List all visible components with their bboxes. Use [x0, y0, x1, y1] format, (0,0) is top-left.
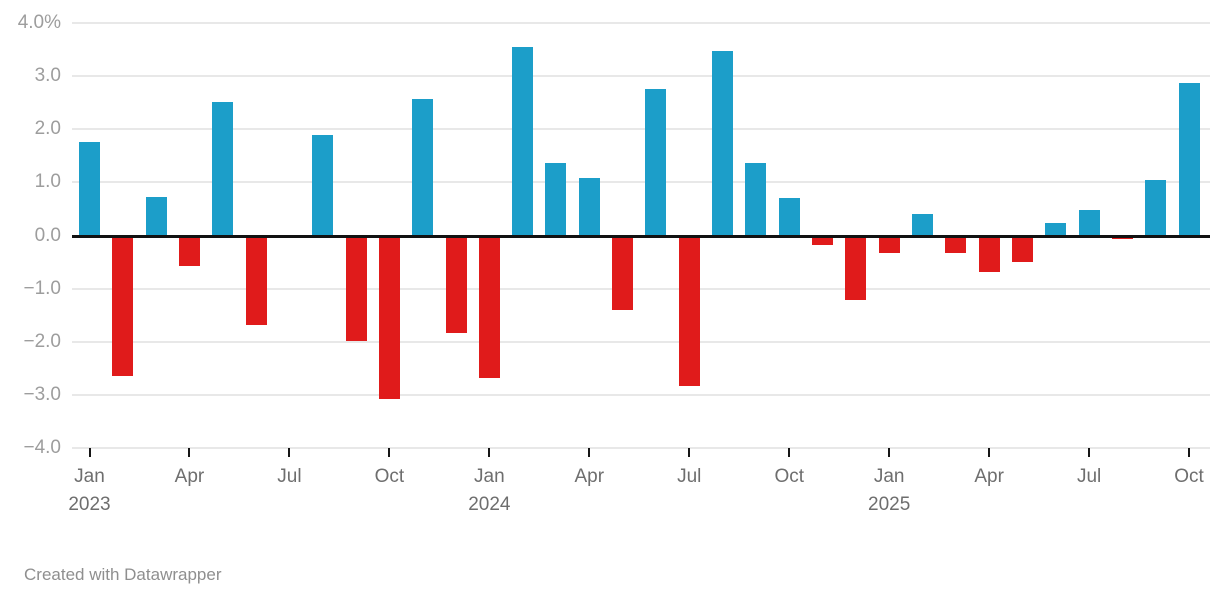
bar-aug-2023[interactable] [312, 134, 334, 236]
x-axis-label: Oct [774, 466, 804, 487]
plot-area [72, 22, 1210, 449]
x-axis-tick [88, 448, 91, 457]
x-axis-tick [888, 448, 891, 457]
bar-feb-2023[interactable] [112, 235, 134, 377]
y-axis-label: 2.0 [34, 118, 61, 140]
gridline [72, 447, 1210, 449]
gridline [72, 340, 1210, 343]
bar-dec-2024[interactable] [845, 235, 867, 300]
gridline [72, 22, 1210, 24]
x-axis-year-label: 2025 [868, 494, 911, 515]
y-axis-label: −4.0 [23, 437, 61, 458]
bar-apr-2025[interactable] [978, 235, 1000, 273]
bar-dec-2023[interactable] [445, 235, 467, 334]
x-axis-label: Jul [277, 466, 302, 487]
gridline [72, 287, 1210, 290]
gridline [72, 75, 1210, 78]
y-axis-label: −1.0 [23, 277, 61, 299]
bar-may-2025[interactable] [1011, 235, 1033, 262]
bar-jul-2025[interactable] [1078, 210, 1100, 236]
x-axis-tick [1088, 448, 1091, 457]
x-axis-tick [988, 448, 991, 457]
x-axis-label: Oct [374, 466, 405, 487]
x-axis-tick [488, 448, 491, 457]
bar-oct-2023[interactable] [378, 235, 400, 400]
gridline [72, 181, 1210, 184]
bar-aug-2024[interactable] [712, 50, 734, 236]
x-axis-label: Jul [677, 466, 702, 487]
x-axis-tick [788, 448, 791, 457]
x-axis-tick [288, 448, 291, 457]
bar-feb-2024[interactable] [512, 47, 534, 236]
bar-feb-2025[interactable] [912, 213, 933, 236]
bar-mar-2023[interactable] [145, 196, 167, 236]
x-axis-year-label: 2024 [468, 494, 511, 515]
bar-sep-2025[interactable] [1145, 179, 1167, 236]
bar-jan-2024[interactable] [478, 235, 500, 379]
bar-sep-2024[interactable] [745, 162, 767, 236]
bar-may-2024[interactable] [612, 235, 634, 311]
bar-oct-2024[interactable] [778, 197, 800, 236]
x-axis-tick [188, 448, 191, 457]
y-axis-label: 1.0 [34, 171, 61, 193]
bar-jun-2024[interactable] [645, 88, 667, 236]
bar-jul-2024[interactable] [678, 235, 700, 386]
gridline [72, 393, 1210, 396]
bar-mar-2025[interactable] [945, 235, 967, 253]
y-axis-label: −3.0 [23, 383, 61, 405]
y-axis-label: 0.0 [34, 224, 61, 246]
bar-nov-2024[interactable] [812, 235, 834, 246]
bar-mar-2024[interactable] [545, 162, 567, 236]
bar-nov-2023[interactable] [412, 98, 434, 236]
bar-jan-2025[interactable] [878, 235, 900, 254]
bar-may-2023[interactable] [212, 101, 234, 236]
x-axis-label: Oct [1174, 466, 1204, 487]
zero-baseline [72, 234, 1210, 238]
y-axis-label: 3.0 [34, 65, 61, 87]
x-axis-label: Apr [174, 466, 205, 487]
bar-apr-2023[interactable] [178, 235, 200, 267]
bar-oct-2025[interactable] [1178, 83, 1200, 236]
bar-jun-2023[interactable] [245, 235, 267, 325]
bar-apr-2024[interactable] [578, 177, 600, 236]
x-axis-tick [688, 448, 691, 457]
x-axis-tick [1188, 448, 1191, 457]
gridline [72, 128, 1210, 131]
bar-sep-2023[interactable] [345, 235, 367, 341]
x-axis-label: Jan [74, 466, 105, 487]
x-axis-tick [588, 448, 591, 457]
x-axis-label: Apr [574, 466, 605, 487]
bar-jun-2025[interactable] [1045, 222, 1067, 236]
x-axis-year-label: 2023 [68, 494, 111, 515]
x-axis-label: Jan [873, 466, 905, 487]
bar-jan-2023[interactable] [79, 142, 100, 236]
y-axis-label: 4.0% [17, 12, 61, 33]
x-axis-tick [388, 448, 391, 457]
x-axis-label: Jan [474, 466, 505, 487]
y-axis: 4.0% 3.0 2.0 1.0 0.0 −1.0 −2.0 −3.0 −4.0 [0, 0, 61, 460]
y-axis-label: −2.0 [23, 330, 61, 352]
x-axis-label: Jul [1076, 466, 1102, 487]
x-axis-label: Apr [974, 466, 1004, 487]
footer-credit: Created with Datawrapper [24, 565, 222, 584]
